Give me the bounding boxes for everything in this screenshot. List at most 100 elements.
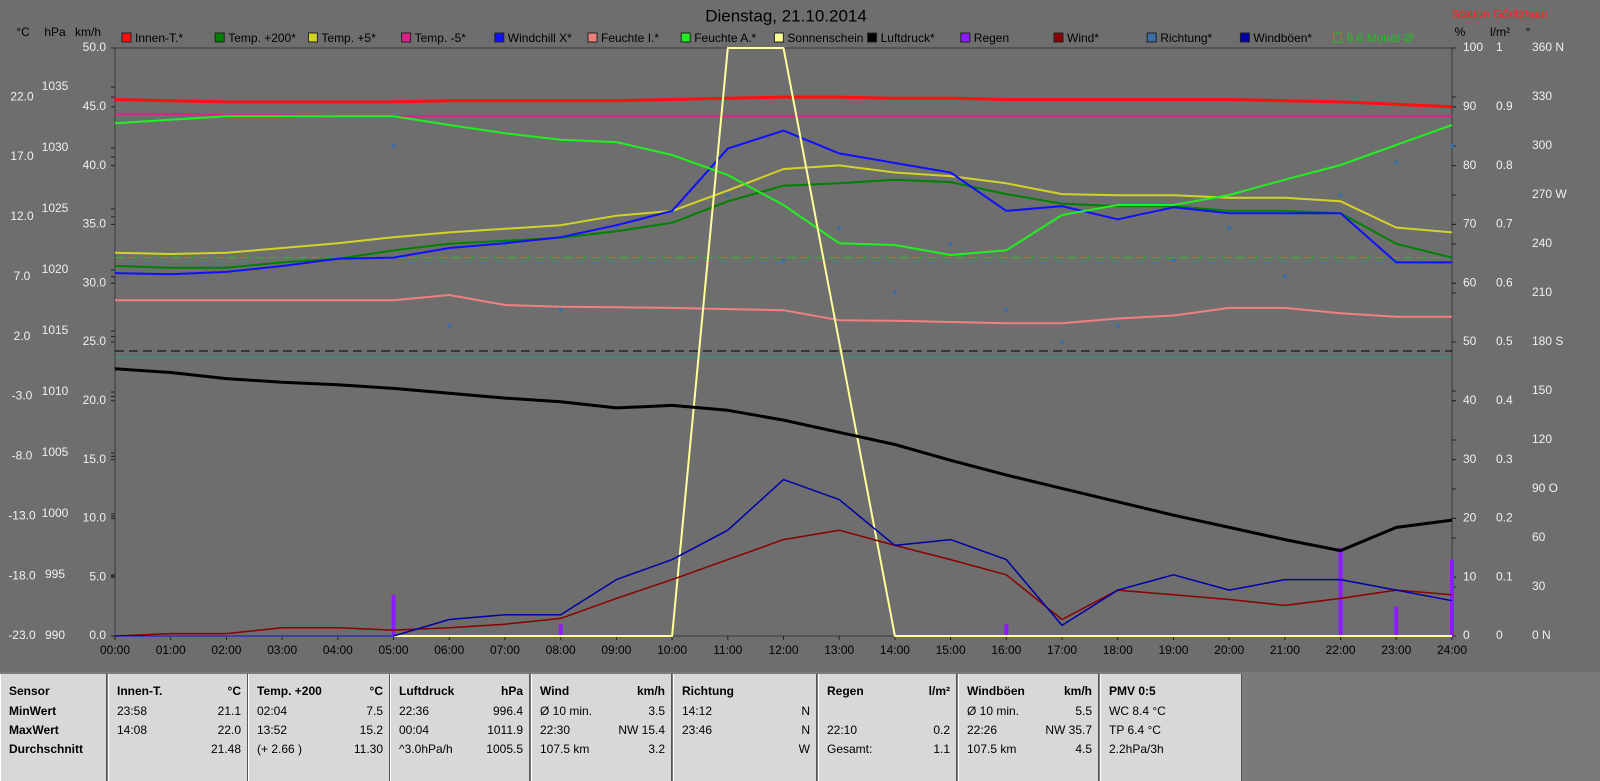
legend-swatch <box>587 32 598 43</box>
column-header: Wind <box>540 684 570 698</box>
cell-text: 107.5 km <box>967 742 1017 756</box>
cell-text: (+ 2.66 ) <box>257 742 303 756</box>
chart-title: Dienstag, 21.10.2014 <box>705 6 867 25</box>
cell-text: 14:08 <box>117 723 148 737</box>
rain-bar <box>558 624 563 636</box>
y-tick-label: 1030 <box>42 140 69 154</box>
legend-label: Windböen* <box>1253 31 1312 45</box>
direction-dot <box>837 225 842 230</box>
cell-value: NW 15.4 <box>618 723 665 737</box>
station-name: Station Göritzhain <box>1452 7 1547 21</box>
table-column: Luftdruck hPa 22:36 996.4 00:04 1011.9 ^3.0hPa… <box>390 674 530 781</box>
column-header: Luftdruck <box>399 684 455 698</box>
chart: Dienstag, 21.10.2014 Station Göritzhain … <box>8 6 1568 658</box>
table-column: Temp. +200 °C 02:04 7.5 13:52 15.2 (+ 2.66 ) 11… <box>248 674 390 781</box>
x-tick-label: 23:00 <box>1381 643 1411 657</box>
y-tick-label: 45.0 <box>83 99 107 113</box>
column-unit: km/h <box>1063 684 1092 698</box>
y-tick-label: -3.0 <box>12 389 33 403</box>
direction-dot <box>1060 340 1065 344</box>
cell-value: 3.2 <box>648 742 665 756</box>
table-column: PMV 0:5 WC 8.4 °C TP 6.4 °C 2.2hPa/3h <box>1100 674 1242 781</box>
y-tick-label: 50 <box>1463 334 1477 348</box>
x-tick-label: 08:00 <box>546 643 576 657</box>
axis-title: l/m² <box>1490 25 1510 39</box>
cell-value: 11.30 <box>353 742 383 756</box>
cell-text: 22:30 <box>540 723 571 737</box>
y-tick-label: 40.0 <box>83 158 107 172</box>
cell-text: 14:12 <box>682 704 713 718</box>
legend-swatch <box>214 32 225 43</box>
direction-dot <box>614 225 619 230</box>
y-tick-label: -13.0 <box>8 508 36 522</box>
rain-bar <box>1450 559 1454 636</box>
y-tick-label: 1005 <box>42 445 69 459</box>
cell-text: Gesamt: <box>827 742 873 756</box>
legend-swatch <box>1239 32 1250 43</box>
y-tick-label: 60 <box>1532 530 1546 544</box>
legend-swatch <box>401 32 412 43</box>
x-tick-label: 15:00 <box>936 643 966 657</box>
x-tick-label: 04:00 <box>323 643 353 657</box>
y-tick-label: 70 <box>1463 217 1477 231</box>
direction-dot <box>1282 274 1287 279</box>
y-tick-label: 0.6 <box>1496 275 1513 289</box>
y-tick-label: 12.0 <box>10 209 34 223</box>
cell-text: Ø 10 min. <box>967 704 1020 718</box>
series-line <box>114 115 1453 256</box>
column-unit: °C <box>227 684 241 698</box>
direction-dot <box>892 291 897 295</box>
series-line <box>114 164 1453 255</box>
legend-label: Feuchte A.* <box>694 31 756 45</box>
y-tick-label: 30 <box>1463 452 1477 466</box>
legend-label: Temp. +5* <box>321 31 376 45</box>
direction-dot <box>1227 225 1232 230</box>
x-tick-label: 03:00 <box>267 643 297 657</box>
x-tick-label: 14:00 <box>880 643 910 657</box>
cell-text: Ø 10 min. <box>540 704 593 718</box>
y-tick-label: 300 <box>1532 138 1552 152</box>
y-tick-label: 17.0 <box>10 149 34 163</box>
y-tick-label: 1020 <box>42 262 69 276</box>
x-tick-label: 18:00 <box>1103 643 1133 657</box>
y-tick-label: 60 <box>1463 275 1477 289</box>
stats-table: Sensor MinWert MaxWert Durchschnitt Innen-T.… <box>0 672 1600 781</box>
y-tick-label: -8.0 <box>12 449 33 463</box>
series-line <box>115 478 1453 637</box>
direction-dot <box>1115 323 1120 328</box>
axis-title: hPa <box>44 25 66 39</box>
cell-value: 3.5 <box>648 704 665 718</box>
y-tick-label: 120 <box>1532 432 1552 446</box>
direction-dot <box>1394 160 1399 165</box>
column-unit: hPa <box>500 684 523 698</box>
y-tick-label: 0.4 <box>1496 393 1513 407</box>
y-tick-label: 0 <box>1496 628 1503 642</box>
y-tick-label: 1 <box>1496 40 1503 54</box>
legend-swatch <box>1333 32 1343 43</box>
cell-text: 23:46 <box>682 723 713 737</box>
direction-dot <box>948 242 953 246</box>
direction-dot <box>391 144 396 148</box>
cell-text: 22:10 <box>827 723 858 737</box>
y-tick-label: 30 <box>1532 579 1546 593</box>
legend-label: 8.6 Monat-Ø <box>1347 31 1414 45</box>
y-tick-label: 20 <box>1463 511 1477 525</box>
direction-dot <box>781 258 786 263</box>
x-tick-label: 22:00 <box>1326 643 1356 657</box>
column-unit: km/h <box>636 684 665 698</box>
cell-value: 0.2 <box>933 723 950 737</box>
series-line <box>115 294 1452 325</box>
y-tick-label: 0 N <box>1532 628 1551 642</box>
legend-label: Richtung* <box>1160 31 1212 45</box>
cell-value: 7.5 <box>366 704 383 718</box>
legend-label: Innen-T.* <box>135 31 183 45</box>
y-tick-label: 1015 <box>42 323 69 337</box>
x-tick-label: 06:00 <box>434 643 464 657</box>
table-column: Sensor MinWert MaxWert Durchschnitt <box>0 674 107 781</box>
y-tick-label: 2.0 <box>14 329 31 343</box>
y-tick-label: 330 <box>1532 89 1552 103</box>
cell-text: WC 8.4 °C <box>1109 704 1166 718</box>
series-line <box>114 529 1453 637</box>
